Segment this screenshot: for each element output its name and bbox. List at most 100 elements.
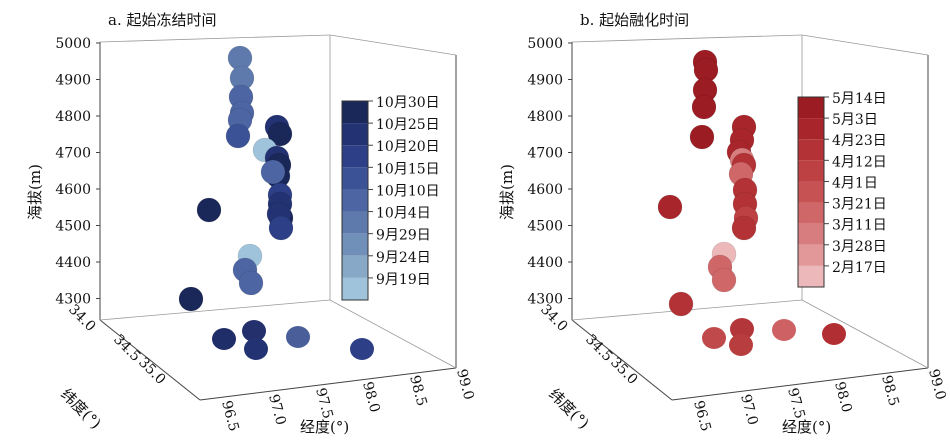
- box-edge: [571, 319, 673, 401]
- panel-a-title: a. 起始冻结时间: [108, 11, 216, 29]
- z-tick-label: 4600: [527, 182, 563, 198]
- y-tick-label: 35.0: [135, 354, 168, 387]
- x-tick-label: 99.0: [925, 367, 949, 401]
- z-tick-label: 4300: [527, 292, 563, 308]
- floor-projection-point: [350, 338, 374, 360]
- legend-label: 10月15日: [376, 161, 440, 177]
- x-tick-label: 98.0: [831, 380, 855, 414]
- data-point: [225, 123, 251, 149]
- legend-label: 2月17日: [832, 260, 887, 276]
- box-edge: [99, 299, 331, 321]
- panel-a-ylabel: 纬度(°): [57, 385, 105, 433]
- z-tick-label: 5000: [527, 36, 563, 52]
- data-point: [178, 286, 204, 312]
- legend-label: 5月3日: [832, 112, 878, 128]
- x-tick-label: 98.5: [406, 374, 430, 408]
- legend-swatch: [342, 277, 368, 300]
- floor-projection-point: [286, 326, 310, 348]
- data-point: [260, 159, 286, 185]
- x-tick-label: 96.5: [690, 399, 714, 433]
- legend-swatch: [342, 233, 368, 256]
- floor-projection-point: [702, 327, 726, 349]
- legend-label: 4月1日: [832, 175, 878, 191]
- box-edge: [671, 367, 929, 401]
- box-edge: [571, 34, 803, 43]
- legend-label: 10月10日: [376, 183, 440, 199]
- box-edge: [99, 319, 201, 401]
- legend-swatch: [798, 265, 824, 287]
- x-tick-label: 97.0: [737, 393, 761, 427]
- floor-projection-point: [242, 320, 266, 342]
- data-point: [267, 121, 293, 147]
- legend-label: 9月19日: [376, 272, 431, 288]
- floor-projection-point: [772, 319, 796, 341]
- legend-label: 4月12日: [832, 154, 887, 170]
- legend-swatch: [798, 223, 824, 245]
- floor-projection-point: [729, 334, 753, 356]
- data-point: [711, 267, 737, 293]
- data-point: [668, 291, 694, 317]
- legend-swatch: [342, 101, 368, 124]
- floor-projection-point: [212, 328, 236, 350]
- z-tick-label: 4500: [55, 219, 91, 235]
- data-point: [691, 94, 717, 120]
- z-tick-label: 4800: [527, 109, 563, 125]
- legend-swatch: [342, 189, 368, 212]
- x-tick-label: 97.0: [265, 393, 289, 427]
- y-tick-label: 34.0: [65, 301, 98, 334]
- legend-swatch: [342, 167, 368, 190]
- legend-swatch: [798, 118, 824, 140]
- box-edge: [99, 34, 331, 43]
- z-tick-label: 4900: [527, 73, 563, 89]
- data-point: [689, 124, 715, 150]
- legend-label: 5月14日: [832, 91, 887, 107]
- x-tick-label: 97.5: [784, 386, 808, 420]
- legend-swatch: [798, 97, 824, 119]
- panel-b-title: b. 起始融化时间: [580, 11, 689, 29]
- data-point: [731, 215, 757, 241]
- data-point: [657, 194, 683, 220]
- legend-label: 10月30日: [376, 95, 440, 111]
- panel-b-xlabel: 经度(°): [782, 418, 831, 436]
- data-point: [268, 215, 294, 241]
- legend-label: 10月25日: [376, 117, 440, 133]
- legend-swatch: [342, 123, 368, 146]
- legend-frame: [341, 100, 369, 301]
- y-tick-label: 35.0: [607, 354, 640, 387]
- z-tick-label: 4400: [55, 255, 91, 271]
- z-tick-label: 4900: [55, 73, 91, 89]
- legend-frame: [797, 96, 825, 288]
- y-tick-label: 34.5: [582, 331, 615, 364]
- panel-b-zlabel: 海拔(m): [498, 164, 516, 220]
- y-tick-label: 34.0: [537, 301, 570, 334]
- legend-swatch: [798, 202, 824, 224]
- floor-projection-point: [730, 318, 754, 340]
- box-edge: [329, 34, 457, 56]
- x-tick-label: 97.5: [312, 386, 336, 420]
- legend-label: 4月23日: [832, 133, 887, 149]
- legend-label: 9月24日: [376, 250, 431, 266]
- z-tick-label: 4500: [527, 219, 563, 235]
- legend-swatch: [798, 181, 824, 203]
- legend-swatch: [798, 160, 824, 182]
- legend-swatch: [798, 244, 824, 266]
- z-tick-label: 4300: [55, 292, 91, 308]
- x-tick-label: 96.5: [218, 399, 242, 433]
- legend-label: 10月20日: [376, 139, 440, 155]
- x-tick-label: 98.0: [359, 380, 383, 414]
- z-tick-label: 4400: [527, 255, 563, 271]
- box-edge: [801, 34, 929, 56]
- box-edge: [329, 299, 457, 369]
- data-point: [238, 270, 264, 296]
- x-tick-label: 98.5: [878, 374, 902, 408]
- legend-swatch: [798, 139, 824, 161]
- panel-a-zlabel: 海拔(m): [26, 164, 44, 220]
- z-tick-label: 4600: [55, 182, 91, 198]
- panel-a: a. 起始冻结时间 海拔(m) 纬度(°) 经度(°) 5000 4900 4800…: [26, 11, 477, 436]
- legend-label: 3月21日: [832, 197, 887, 213]
- panel-a-xlabel: 经度(°): [300, 418, 349, 436]
- box-edge: [199, 367, 457, 401]
- box-edge: [801, 299, 929, 369]
- z-tick-label: 4700: [55, 146, 91, 162]
